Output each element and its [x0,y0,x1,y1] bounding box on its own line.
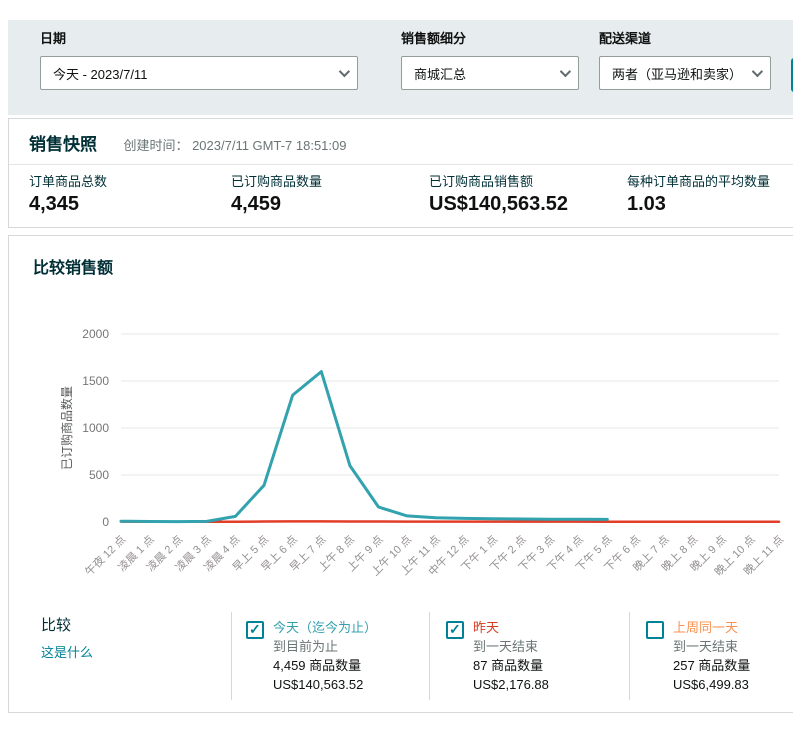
svg-text:0: 0 [102,515,109,529]
divider [231,612,232,700]
sales-snapshot-panel: 销售快照 创建时间： 2023/7/11 GMT-7 18:51:09 订单商品… [8,118,793,228]
chart-title: 比较销售额 [33,260,114,277]
legend-item-yesterday: 昨天 到一天结束 87 商品数量 US$2,176.88 [446,618,549,694]
whats-this-link[interactable]: 这是什么 [41,645,94,660]
date-select[interactable]: 今天 - 2023/7/11 [40,56,358,90]
metric-label: 已订购商品数量 [231,174,323,189]
svg-text:已订购商品数量: 已订购商品数量 [59,386,74,470]
legend-amount: US$2,176.88 [473,677,549,692]
svg-text:1000: 1000 [82,421,109,435]
legend-title: 今天（迄今为止） [273,620,378,635]
legend-units: 4,459 商品数量 [273,658,362,673]
sales-breakdown-filter-group: 销售额细分 商城汇总 [401,28,579,90]
legend-title: 昨天 [473,620,500,635]
metric-total-order-items: 订单商品总数 4,345 [29,171,107,216]
same-day-last-week-checkbox[interactable] [646,621,664,639]
legend-units: 257 商品数量 [673,658,751,673]
filter-bar: 日期 今天 - 2023/7/11 销售额细分 商城汇总 配送渠道 两者（亚马逊… [8,20,793,115]
svg-text:500: 500 [89,468,109,482]
metric-avg-units-per-order: 每种订单商品的平均数量 1.03 [627,171,770,216]
metric-label: 已订购商品销售额 [429,174,534,189]
metric-label: 每种订单商品的平均数量 [627,174,771,189]
svg-text:1500: 1500 [82,374,109,388]
date-select-value: 今天 - 2023/7/11 [53,66,148,82]
compare-heading: 比较 [41,617,72,634]
chevron-down-icon [338,65,351,78]
metric-ordered-product-sales: 已订购商品销售额 US$140,563.52 [429,171,568,216]
date-filter-label: 日期 [40,31,67,46]
divider [629,612,630,700]
sales-breakdown-select-value: 商城汇总 [414,66,467,82]
legend-units: 87 商品数量 [473,658,544,673]
sales-breakdown-label: 销售额细分 [401,31,467,46]
compare-sales-panel: 比较销售额 0 500 1000 1500 2000 午夜 12 点凌晨 1 点凌晨 2 … [8,235,793,713]
svg-text:2000: 2000 [82,327,109,341]
fulfillment-channel-filter-group: 配送渠道 两者（亚马逊和卖家） [599,28,771,90]
metric-value: 4,459 [231,193,282,215]
legend-subtitle: 到一天结束 [673,639,739,654]
legend-item-same-day-last-week: 上周同一天 到一天结束 257 商品数量 US$6,499.83 [646,618,750,694]
metric-value: US$140,563.52 [429,193,569,215]
fulfillment-channel-select[interactable]: 两者（亚马逊和卖家） [599,56,771,90]
legend-subtitle: 到一天结束 [473,639,539,654]
metric-units-ordered: 已订购商品数量 4,459 [231,171,322,216]
legend-item-today: 今天（迄今为止） 到目前为止 4,459 商品数量 US$140,563.52 [246,618,377,694]
snapshot-header: 销售快照 创建时间： 2023/7/11 GMT-7 18:51:09 [9,119,793,165]
legend-amount: US$140,563.52 [273,677,364,692]
fulfillment-channel-select-value: 两者（亚马逊和卖家） [612,66,743,82]
date-filter-group: 日期 今天 - 2023/7/11 [40,28,358,90]
chevron-down-icon [559,65,572,78]
metric-label: 订单商品总数 [29,174,108,189]
divider [429,612,430,700]
legend-amount: US$6,499.83 [673,677,749,692]
legend-title: 上周同一天 [673,620,739,635]
apply-button[interactable] [791,58,793,92]
sales-breakdown-select[interactable]: 商城汇总 [401,56,579,90]
legend-subtitle: 到目前为止 [273,639,339,654]
fulfillment-channel-label: 配送渠道 [599,31,652,46]
yesterday-checkbox[interactable] [446,621,464,639]
sales-line-chart: 0 500 1000 1500 2000 午夜 12 点凌晨 1 点凌晨 2 点凌晨 3 … [9,301,793,601]
today-checkbox[interactable] [246,621,264,639]
metric-value: 1.03 [627,193,666,215]
snapshot-created-time: 创建时间： 2023/7/11 GMT-7 18:51:09 [123,138,347,153]
snapshot-title: 销售快照 [29,135,97,154]
chevron-down-icon [751,65,764,78]
metric-value: 4,345 [29,193,80,215]
